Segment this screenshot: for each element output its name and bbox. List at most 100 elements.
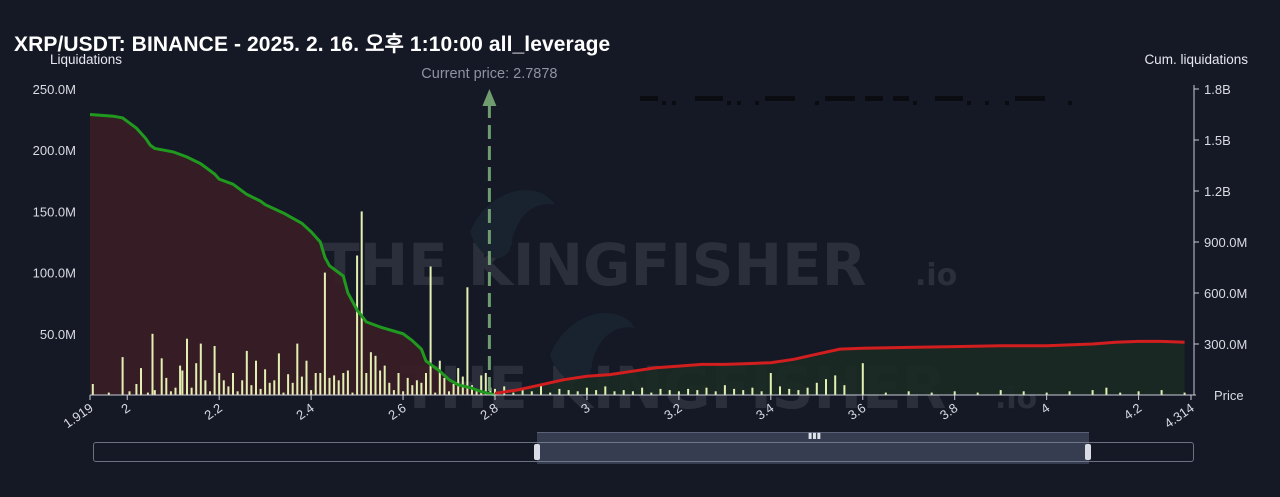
liquidation-bar [512,392,515,395]
watermark-suffix-upper: .io [915,258,957,293]
liquidation-bar [268,382,271,395]
liquidation-bar [953,391,956,395]
liquidation-bar [213,346,216,395]
liquidation-bar [452,384,455,395]
liquidation-bar [282,392,285,395]
y2-tick-label: 300.0M [1204,337,1247,352]
liquidation-bar [291,382,294,395]
liquidation-bar [374,355,377,395]
liquidation-bar [305,360,308,395]
liquidation-bar [723,385,726,395]
liquidation-bar [199,343,202,395]
y2-tick-label: 600.0M [1204,286,1247,301]
liquidation-bar [489,387,492,395]
liquidation-bar [471,385,473,395]
liquidation-bar [181,370,184,395]
liquidation-bar [300,376,303,395]
liquidation-bar [255,360,257,395]
liquidation-bar [365,373,368,395]
liquidation-bar [356,255,359,395]
liquidation-bar [360,211,363,395]
liquidation-bar [140,368,142,395]
liquidation-bar [457,368,460,395]
current-price-marker: Current price: 2.7878 [421,66,558,391]
liquidation-bar [165,377,168,395]
liquidation-bar [190,387,193,395]
liquidation-bar [388,382,391,395]
current-price-label: Current price: 2.7878 [421,66,557,82]
liquidation-bar [742,390,745,395]
y-tick-label: 200.0M [33,143,76,158]
range-navigator[interactable] [93,442,1194,462]
liquidation-bar [128,391,131,395]
kingfisher-bird-icon [470,190,555,259]
long-cumulative-line [494,339,1185,395]
liquidation-bar [236,391,239,395]
chart-title: XRP/USDT: BINANCE - 2025. 2. 16. 오후 1:10… [14,33,611,56]
liquidation-bar [259,388,262,395]
liquidation-bar [861,363,864,395]
liquidation-bar [668,390,671,395]
y-tick-label: 250.0M [33,82,76,97]
liquidation-bar [369,352,372,395]
range-grip-icon[interactable]: ▮▮▮ [808,431,822,440]
liquidation-bar [392,390,395,395]
liquidation-bar [179,365,182,395]
watermark-text-upper: THE KINGFISHER [320,231,866,299]
y2-tick-label: 1.2B [1204,184,1231,199]
liquidation-bar [622,390,625,395]
liquidation-bar [1068,391,1071,395]
liquidation-bar [843,385,846,395]
redacted-text [640,96,1072,105]
liquidation-bar [884,392,887,395]
y2-tick-label: 1.5B [1204,133,1231,148]
liquidation-bar [714,391,717,395]
liquidation-bar [696,390,699,395]
liquidation-bar [287,374,290,395]
liquidation-bars [91,211,1186,395]
liquidation-bar [245,350,248,395]
liquidation-bar [567,390,570,395]
liquidation-bar [530,391,533,395]
liquidation-bar [1022,391,1025,395]
liquidation-bar [420,382,423,395]
liquidation-bar [1119,392,1122,395]
liquidation-bar [204,380,207,395]
liquidation-bar [733,388,736,395]
liquidation-bar [333,375,336,395]
liquidation-bar [604,386,607,395]
liquidation-bar [232,373,234,395]
liquidation-bar [314,373,317,395]
liquidation-bar [153,390,156,395]
cumulative-areas [90,114,1185,395]
liquidation-bar [296,343,299,395]
liquidation-bar [146,392,149,395]
liquidation-bar [1091,390,1094,395]
liquidation-bar [484,373,487,395]
long-area [495,341,1185,395]
liquidation-bar [999,390,1002,395]
liquidation-bar [976,392,979,395]
x-tick-label: 2 [118,400,133,416]
range-selection[interactable] [537,432,1089,464]
short-cumulative-line [89,113,496,397]
range-handle-right[interactable] [1085,444,1091,460]
liquidation-bar [323,272,326,395]
liquidation-bar [659,388,662,395]
y2-tick-label: 1.8B [1204,82,1231,97]
liquidation-bar [277,353,280,395]
y2-tick-label: 900.0M [1204,235,1247,250]
liquidation-bar [218,373,221,395]
liquidation-bar [186,338,188,395]
liquidation-bar [815,382,818,395]
right-axis-title: Cum. liquidations [1144,52,1248,67]
range-handle-left[interactable] [534,444,540,460]
liquidation-bar [558,388,561,395]
liquidation-bar [107,392,110,395]
liquidation-bar [687,388,690,395]
liquidation-bar [337,380,340,395]
liquidation-bar [1105,387,1108,395]
x-tick-label: 2.2 [201,400,224,423]
liquidation-bar [351,392,354,395]
